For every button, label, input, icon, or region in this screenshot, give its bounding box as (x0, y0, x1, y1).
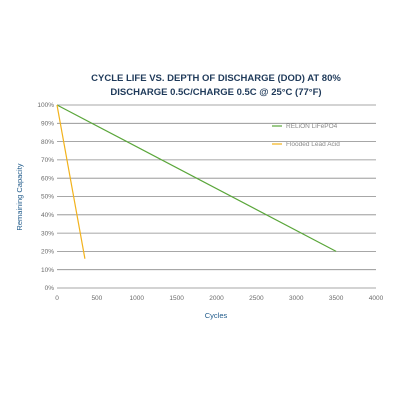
y-tick-label: 40% (41, 212, 54, 219)
series-line-1 (56, 104, 337, 252)
x-tick-label: 4000 (369, 295, 384, 302)
legend: RELiON LiFePO4 Flooded Lead Acid (272, 123, 340, 148)
y-axis-label: Remaining Capacity (15, 163, 24, 230)
y-tick-labels: 0% 10% 20% 30% 40% 50% 60% 70% 80% 90% 100% (37, 102, 54, 292)
grid-lines (57, 104, 376, 289)
legend-label: Flooded Lead Acid (286, 141, 340, 148)
x-tick-label: 2000 (209, 295, 224, 302)
y-tick-label: 20% (41, 249, 54, 256)
chart-subtitle: DISCHARGE 0.5C/CHARGE 0.5C @ 25°C (77°F) (110, 87, 321, 98)
y-tick-label: 80% (41, 139, 54, 146)
x-tick-label: 1000 (130, 295, 145, 302)
series-line-2 (56, 104, 86, 259)
y-tick-label: 100% (37, 102, 54, 109)
x-tick-label: 0 (55, 295, 59, 302)
y-tick-label: 70% (41, 157, 54, 164)
x-tick-label: 3500 (329, 295, 344, 302)
x-tick-label: 3000 (289, 295, 304, 302)
y-tick-label: 30% (41, 230, 54, 237)
chart-title: CYCLE LIFE VS. DEPTH OF DISCHARGE (DOD) … (91, 73, 341, 84)
y-tick-label: 10% (41, 267, 54, 274)
series-lines (56, 104, 337, 259)
y-tick-label: 50% (41, 194, 54, 201)
legend-label: RELiON LiFePO4 (286, 123, 338, 130)
y-tick-label: 60% (41, 175, 54, 182)
x-tick-labels: 0 500 1000 1500 2000 2500 3000 3500 4000 (55, 295, 383, 302)
x-tick-label: 500 (91, 295, 102, 302)
y-tick-label: 0% (45, 285, 55, 292)
x-tick-label: 2500 (249, 295, 264, 302)
x-tick-label: 1500 (169, 295, 184, 302)
x-axis-label: Cycles (205, 311, 228, 320)
y-tick-label: 90% (41, 121, 54, 128)
